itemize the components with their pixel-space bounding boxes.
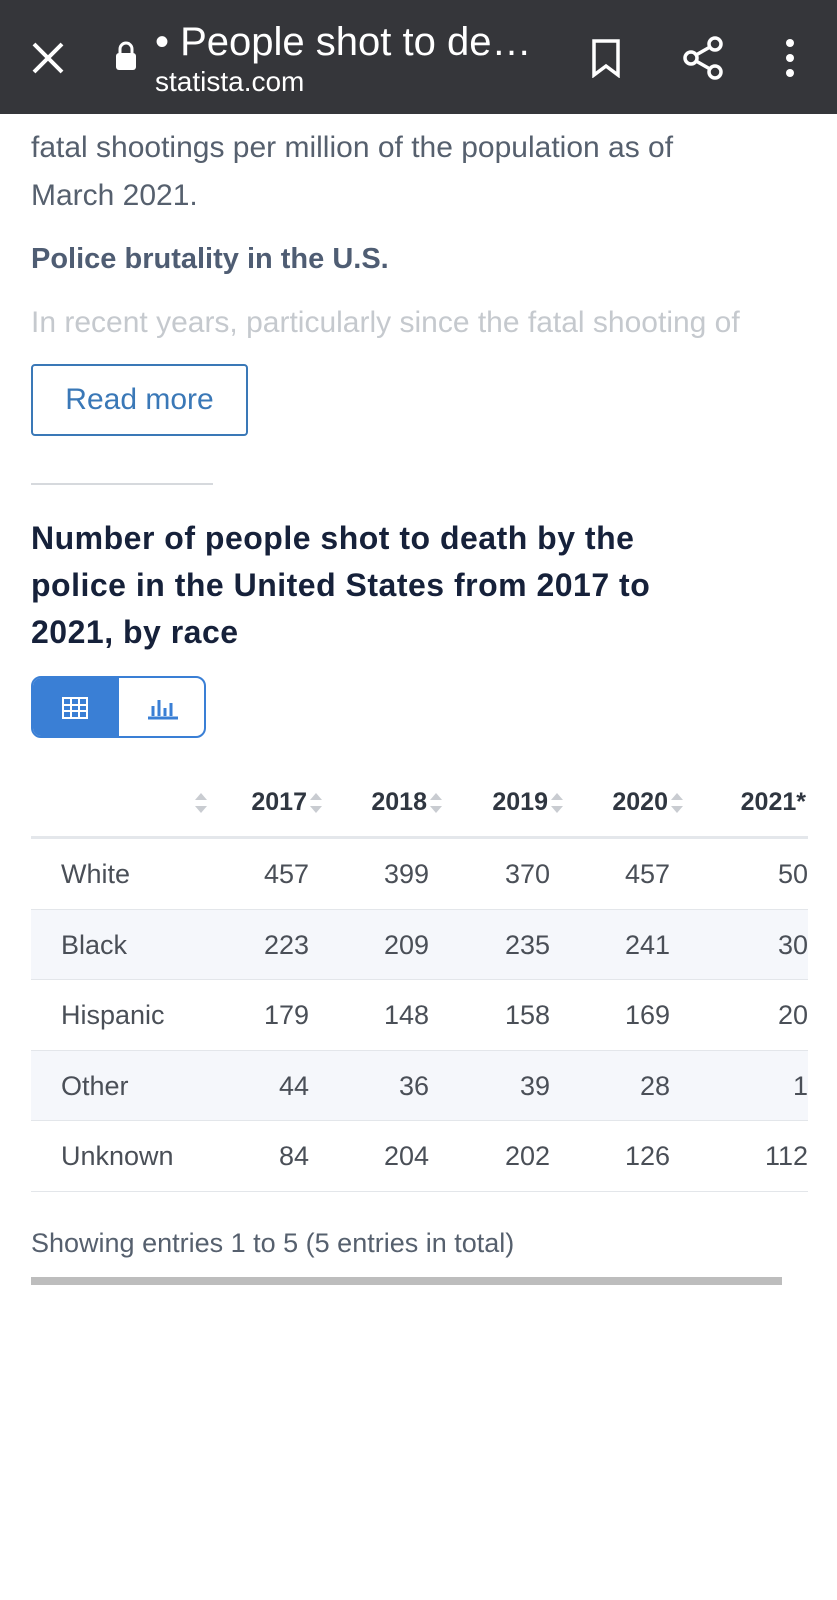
bookmark-icon[interactable] [590,38,622,78]
table-cell: 209 [383,929,429,960]
table-cell: 20 [777,1000,808,1031]
page-url: statista.com [155,66,305,97]
read-more-button[interactable]: Read more [31,364,248,436]
chart-icon [148,700,178,720]
menu-icon[interactable] [782,38,798,78]
sort-icon[interactable] [428,790,444,816]
sort-icon[interactable] [549,790,565,816]
table-cell: 84 [278,1141,309,1172]
faded-text: In recent years, particularly since the … [31,306,740,339]
table-cell: 241 [624,929,670,960]
table-footer: Showing entries 1 to 5 (5 entries in tot… [31,1228,515,1258]
paragraph-line: March 2021. [31,179,198,212]
table-view-button[interactable] [33,678,119,736]
paragraph-line: fatal shootings per million of the popul… [31,131,674,164]
divider [31,483,213,485]
row-label: Other [61,1070,129,1101]
row-label: Black [61,929,128,960]
table-cell: 28 [639,1070,670,1101]
table-cell: 39 [519,1070,550,1101]
chart-view-button[interactable] [119,678,204,736]
column-header[interactable]: 2020 [612,788,668,816]
table-cell: 235 [504,929,550,960]
table-cell: 112 [764,1141,808,1172]
table-cell: 50 [777,859,808,889]
table-cell: 457 [263,859,309,889]
page-title: • People shot to de… [155,20,532,64]
table-cell: 158 [504,1000,550,1031]
table-title-line: police in the United States from 2017 to [31,567,651,603]
table-title-line: 2021, by race [31,614,239,650]
row-label: Hispanic [61,1000,165,1031]
table-cell: 1 [792,1070,808,1101]
row-label: Unknown [61,1141,174,1172]
sort-icon[interactable] [669,790,685,816]
lock-icon [116,41,136,70]
sort-icon[interactable] [193,790,209,816]
column-header[interactable]: 2021* [740,788,806,816]
table-cell: 399 [383,859,429,889]
table-icon [62,697,88,719]
table-cell: 44 [278,1070,309,1101]
table-cell: 223 [263,929,309,960]
table-cell: 179 [263,1000,309,1031]
close-icon[interactable] [30,40,66,76]
browser-toolbar: • People shot to de… statista.com [0,0,837,114]
sort-icon[interactable] [308,790,324,816]
table-cell: 457 [624,859,670,889]
table-row [31,909,808,981]
table-row [31,839,808,910]
table-cell: 169 [624,1000,670,1031]
table-row [31,1121,808,1192]
table-cell: 370 [504,859,550,889]
table-cell: 30 [777,929,808,960]
scrollbar [31,1277,782,1285]
column-header[interactable]: 2017 [251,788,307,816]
table-cell: 36 [398,1070,429,1101]
table-cell: 204 [383,1141,429,1172]
table-row [31,980,808,1051]
column-header[interactable]: 2019 [492,788,548,816]
table-cell: 126 [624,1141,670,1172]
header-border [31,836,808,839]
subheading: Police brutality in the U.S. [31,243,389,275]
table-title-line: Number of people shot to death by the [31,520,635,556]
table-cell: 148 [383,1000,429,1031]
row-label: White [61,859,131,889]
share-icon[interactable] [683,36,725,80]
table-row [31,1050,808,1122]
table-cell: 202 [504,1141,550,1172]
column-header[interactable]: 2018 [371,788,427,816]
view-toggle [31,676,206,738]
